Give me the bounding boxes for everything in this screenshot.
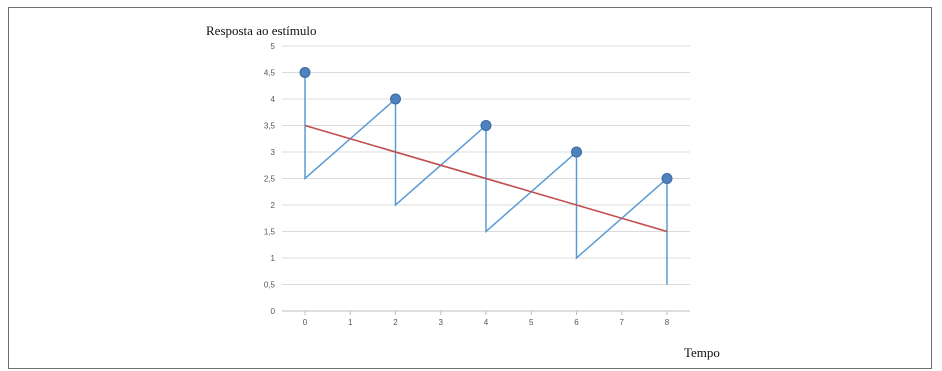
y-tick-label: 5 (271, 42, 276, 51)
data-point-marker (300, 68, 310, 78)
x-tick-label: 2 (393, 318, 398, 327)
y-tick-label: 3 (271, 148, 276, 157)
x-tick-label: 0 (303, 318, 308, 327)
x-tick-label: 8 (665, 318, 670, 327)
data-point-marker (391, 94, 401, 104)
x-tick-label: 4 (484, 318, 489, 327)
data-point-marker (572, 147, 582, 157)
x-tick-label: 7 (620, 318, 625, 327)
x-tick-label: 5 (529, 318, 534, 327)
y-axis-label: Resposta ao estímulo (206, 23, 317, 38)
x-tick-label: 3 (439, 318, 444, 327)
y-tick-label: 4,5 (264, 69, 276, 78)
y-tick-label: 0,5 (264, 281, 276, 290)
y-tick-label: 4 (271, 95, 276, 104)
x-tick-label: 1 (348, 318, 353, 327)
y-tick-label: 1 (271, 254, 276, 263)
y-tick-label: 3,5 (264, 122, 276, 131)
data-point-marker (662, 174, 672, 184)
y-tick-label: 2 (271, 201, 276, 210)
y-tick-label: 2,5 (264, 175, 276, 184)
data-point-marker (481, 121, 491, 131)
x-tick-label: 6 (574, 318, 579, 327)
y-tick-label: 1,5 (264, 228, 276, 237)
x-axis-label: Tempo (684, 345, 720, 360)
y-tick-label: 0 (271, 307, 276, 316)
